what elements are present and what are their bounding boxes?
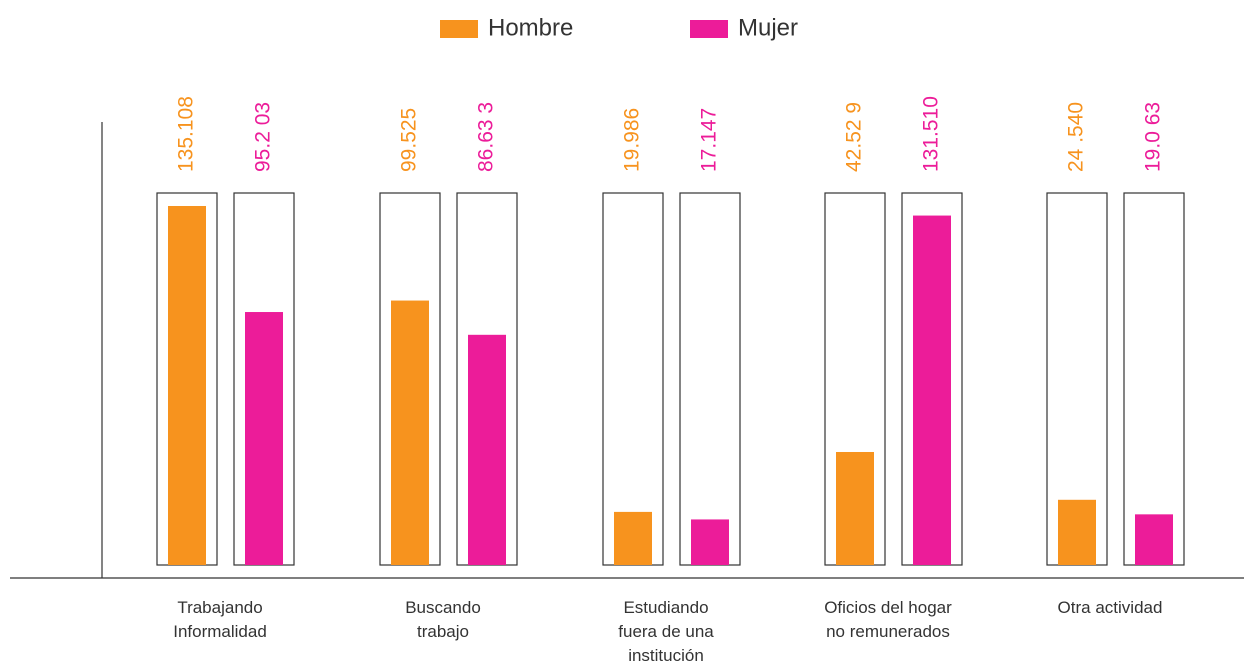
bar bbox=[468, 334, 506, 565]
bar bbox=[168, 205, 206, 565]
bar-frame bbox=[1123, 192, 1185, 566]
x-tick-label: Estudiando fuera de una institución bbox=[618, 598, 714, 665]
value-label: 19.986 bbox=[621, 108, 644, 172]
bar bbox=[391, 300, 429, 565]
bar bbox=[691, 519, 729, 565]
legend-label: Mujer bbox=[738, 14, 798, 41]
bar bbox=[836, 451, 874, 565]
legend-swatch bbox=[690, 20, 728, 38]
x-tick-label: Oficios del hogar no remunerados bbox=[824, 598, 952, 641]
value-label: 42.52 9 bbox=[843, 102, 866, 172]
bar bbox=[1135, 514, 1173, 565]
value-label: 99.525 bbox=[398, 108, 421, 172]
x-tick-label: Otra actividad bbox=[1057, 598, 1163, 617]
value-label: 95.2 03 bbox=[252, 102, 275, 172]
bar-frame bbox=[679, 192, 741, 566]
value-label: 86.63 3 bbox=[475, 102, 498, 172]
value-label: 24 .540 bbox=[1065, 102, 1088, 172]
legend-swatch bbox=[440, 20, 478, 38]
value-label: 19.0 63 bbox=[1142, 102, 1165, 172]
bar-frame bbox=[602, 192, 664, 566]
value-label: 131.510 bbox=[920, 96, 943, 172]
bar bbox=[913, 215, 951, 565]
bar bbox=[245, 312, 283, 565]
value-label: 135.108 bbox=[175, 96, 198, 172]
value-label: 17.147 bbox=[698, 108, 721, 172]
bar bbox=[614, 511, 652, 565]
x-tick-label: Buscando trabajo bbox=[405, 598, 481, 641]
bar bbox=[1058, 499, 1096, 565]
legend-label: Hombre bbox=[488, 14, 573, 41]
x-tick-label: Trabajando Informalidad bbox=[173, 598, 267, 641]
